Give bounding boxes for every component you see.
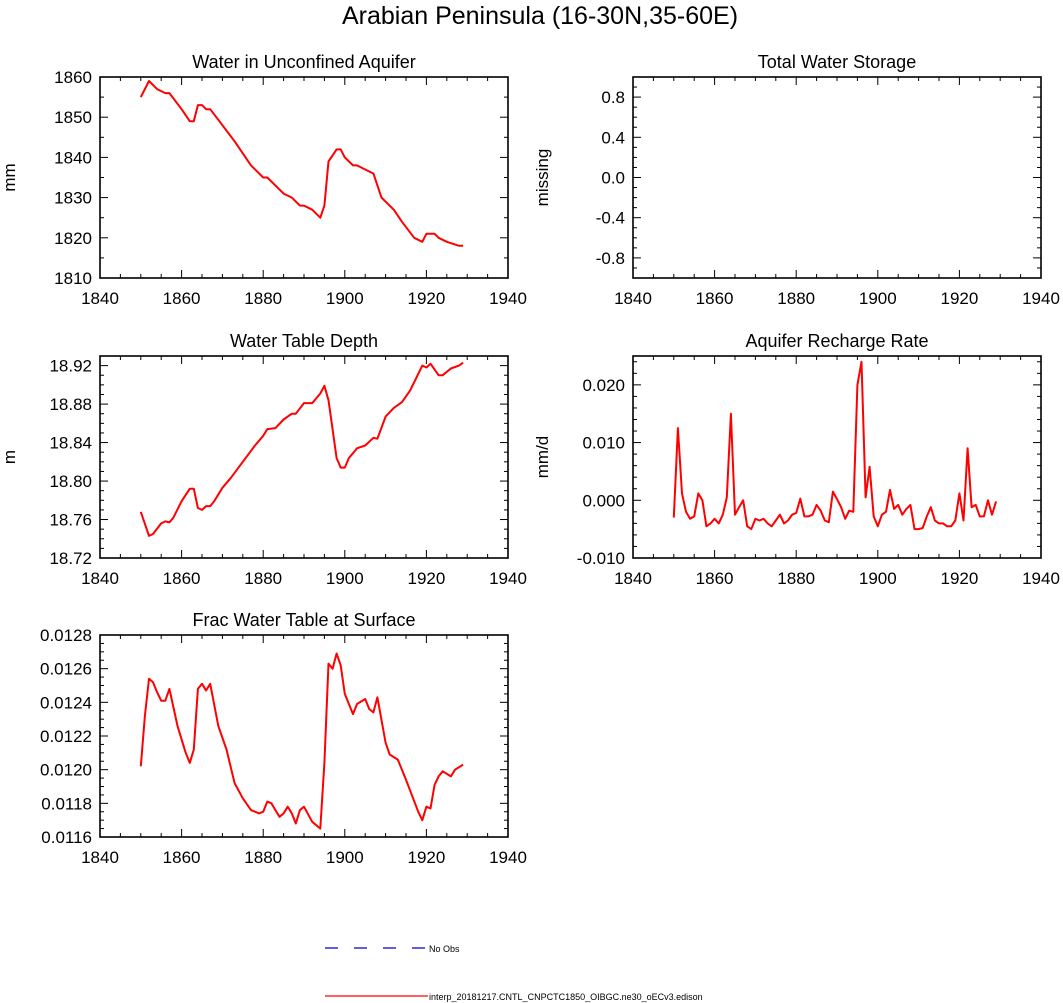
y-tick-label: 0.0116 (41, 828, 92, 847)
y-tick-label: -0.4 (596, 209, 625, 228)
panel-title: Total Water Storage (758, 52, 916, 72)
x-tick-label: 1940 (489, 289, 527, 308)
series-line (672, 360, 998, 531)
series-line (139, 80, 464, 247)
y-tick-label: 0.0120 (40, 761, 92, 780)
y-tick-label: 1830 (54, 189, 92, 208)
panel-title: Frac Water Table at Surface (192, 610, 415, 630)
panel-title: Water in Unconfined Aquifer (192, 52, 415, 72)
y-tick-label: 18.76 (49, 511, 92, 530)
y-tick-label: 18.72 (49, 549, 92, 568)
y-tick-label: 0.0118 (41, 794, 92, 813)
panel-water-table-depth: Water Table Depth m 1840 1860 1880 1900 1920 19… (0, 331, 527, 588)
y-tick-label: 18.80 (49, 472, 92, 491)
plot-frame (632, 355, 1042, 559)
y-tick-label: 18.88 (49, 395, 92, 414)
plot-frame (632, 76, 1042, 279)
x-tick-label: 1880 (244, 569, 282, 588)
panel-water-unconfined-aquifer: Water in Unconfined Aquifer mm 1840 1860 188… (0, 52, 527, 308)
y-tick-label: 18.92 (49, 357, 92, 376)
x-tick-label: 1940 (1022, 569, 1060, 588)
x-tick-label: 1900 (326, 569, 364, 588)
x-tick-label: 1940 (489, 569, 527, 588)
panel-aquifer-recharge-rate: Aquifer Recharge Rate mm/d 1840 1860 1880 190… (533, 331, 1060, 588)
x-tick-label: 1900 (326, 289, 364, 308)
y-axis-label: mm/d (533, 436, 552, 479)
panel-title: Aquifer Recharge Rate (745, 331, 928, 351)
x-tick-label: 1920 (940, 569, 978, 588)
x-tick-label: 1860 (163, 569, 201, 588)
y-tick-label: 18.84 (49, 434, 92, 453)
x-tick-label: 1880 (244, 289, 282, 308)
x-tick-label: 1900 (859, 289, 897, 308)
x-tick-label: 1880 (777, 569, 815, 588)
y-tick-label: 1820 (54, 229, 92, 248)
figure-title: Arabian Peninsula (16-30N,35-60E) (342, 2, 738, 30)
legend-label-no-obs: No Obs (429, 944, 460, 954)
x-tick-label: 1840 (81, 848, 119, 867)
y-tick-label: 1810 (54, 269, 92, 288)
x-tick-label: 1940 (489, 848, 527, 867)
x-tick-label: 1840 (614, 569, 652, 588)
y-axis-label: m (0, 450, 19, 464)
x-tick-label: 1940 (1022, 289, 1060, 308)
x-tick-label: 1920 (407, 848, 445, 867)
x-tick-label: 1840 (614, 289, 652, 308)
legend: No Obs interp_20181217.CNTL_CNPCTC1850_O… (325, 944, 703, 1002)
plot-frame (99, 355, 509, 559)
x-tick-label: 1920 (940, 289, 978, 308)
panel-frac-water-table-surface: Frac Water Table at Surface 1840 1860 1880 1… (40, 610, 527, 867)
y-axis-label: missing (533, 149, 552, 207)
plot-frame (99, 76, 509, 279)
x-tick-label: 1860 (163, 848, 201, 867)
y-tick-label: 1860 (54, 68, 92, 87)
series-line (139, 361, 464, 537)
y-tick-label: -0.010 (577, 549, 625, 568)
panel-title: Water Table Depth (230, 331, 378, 351)
x-tick-label: 1900 (326, 848, 364, 867)
x-tick-label: 1920 (407, 289, 445, 308)
x-tick-label: 1840 (81, 569, 119, 588)
x-tick-label: 1880 (777, 289, 815, 308)
legend-label-model: interp_20181217.CNTL_CNPCTC1850_OIBGC.ne… (429, 992, 703, 1002)
x-tick-label: 1860 (696, 289, 734, 308)
x-tick-label: 1900 (859, 569, 897, 588)
x-tick-label: 1860 (163, 289, 201, 308)
y-tick-label: 1840 (54, 148, 92, 167)
x-tick-label: 1880 (244, 848, 282, 867)
x-tick-label: 1920 (407, 569, 445, 588)
panel-total-water-storage: Total Water Storage missing 1840 1860 1880 19… (533, 52, 1060, 308)
y-tick-label: 1850 (54, 108, 92, 127)
y-tick-label: 0.0124 (40, 693, 92, 712)
y-tick-label: 0.0122 (40, 727, 92, 746)
y-tick-label: 0.020 (582, 376, 625, 395)
y-tick-label: 0.000 (582, 491, 625, 510)
y-tick-label: 0.0128 (40, 626, 92, 645)
y-tick-label: 0.4 (601, 128, 625, 147)
x-tick-label: 1860 (696, 569, 734, 588)
y-tick-label: 0.8 (601, 88, 625, 107)
y-tick-label: 0.0126 (40, 660, 92, 679)
y-tick-label: 0.010 (582, 434, 625, 453)
chart-panels: Water in Unconfined Aquifer mm 1840 1860 188… (0, 52, 1060, 867)
y-tick-label: -0.8 (596, 249, 625, 268)
series-line (139, 652, 464, 830)
y-axis-label: mm (0, 163, 19, 191)
y-tick-label: 0.0 (601, 169, 625, 188)
x-tick-label: 1840 (81, 289, 119, 308)
